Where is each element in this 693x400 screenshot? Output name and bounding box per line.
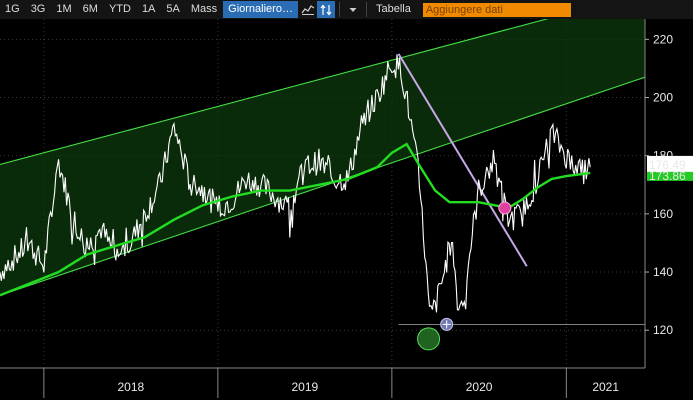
channel-upper-line bbox=[0, 19, 549, 165]
cross-marker-plus bbox=[442, 320, 451, 329]
range-button-mass[interactable]: Mass bbox=[190, 3, 218, 15]
range-button-1m[interactable]: 1M bbox=[56, 3, 72, 15]
price-label-background bbox=[647, 155, 693, 172]
x-tick-label: 2020 bbox=[466, 380, 493, 394]
sort-arrows-icon[interactable] bbox=[316, 1, 335, 18]
channel-lower-line bbox=[0, 76, 646, 296]
moving-average-last-value: 173.86 bbox=[649, 169, 686, 183]
range-button-1g[interactable]: 1G bbox=[5, 3, 20, 15]
intersection-marker bbox=[498, 201, 512, 215]
x-axis: 2018 2019 2020 2021 bbox=[0, 367, 645, 398]
range-button-5a[interactable]: 5A bbox=[166, 3, 180, 15]
y-tick-label: 140 bbox=[653, 265, 673, 279]
toolbar-divider bbox=[365, 2, 367, 17]
price-last-value: 176.49 bbox=[649, 158, 686, 172]
frequency-ellipsis: … bbox=[281, 3, 293, 15]
x-tick-label: 2019 bbox=[292, 380, 319, 394]
range-button-6m[interactable]: 6M bbox=[82, 3, 98, 15]
add-data-input[interactable] bbox=[422, 2, 571, 17]
moving-average-line bbox=[0, 142, 591, 297]
y-tick-label: 220 bbox=[653, 32, 673, 46]
y-tick-label: 120 bbox=[653, 323, 673, 337]
low-point-marker bbox=[417, 327, 441, 351]
toolbar-divider bbox=[338, 2, 340, 17]
frequency-dropdown[interactable]: Giornaliero… bbox=[223, 1, 298, 18]
range-button-1a[interactable]: 1A bbox=[141, 3, 156, 15]
range-button-3g[interactable]: 3G bbox=[30, 3, 46, 15]
last-value-labels: 173.86 176.49 bbox=[647, 155, 693, 183]
chart-toolbar: 1G 3G 1M 6M YTD 1A 5A Mass Giornaliero… … bbox=[0, 0, 693, 19]
moving-average-label-background bbox=[647, 171, 693, 181]
y-tick-label: 160 bbox=[653, 207, 673, 221]
frequency-label: Giornaliero bbox=[228, 3, 282, 15]
chevron-down-icon[interactable] bbox=[344, 1, 362, 18]
chart-markers bbox=[417, 201, 512, 351]
range-button-ytd[interactable]: YTD bbox=[108, 3, 131, 15]
table-button[interactable]: Tabella bbox=[375, 3, 411, 15]
downtrend-line bbox=[397, 53, 528, 267]
line-chart-icon[interactable] bbox=[299, 1, 317, 18]
x-tick-label: 2021 bbox=[592, 380, 619, 394]
x-tick-label: 2018 bbox=[118, 380, 145, 394]
y-tick-label: 200 bbox=[653, 91, 673, 105]
